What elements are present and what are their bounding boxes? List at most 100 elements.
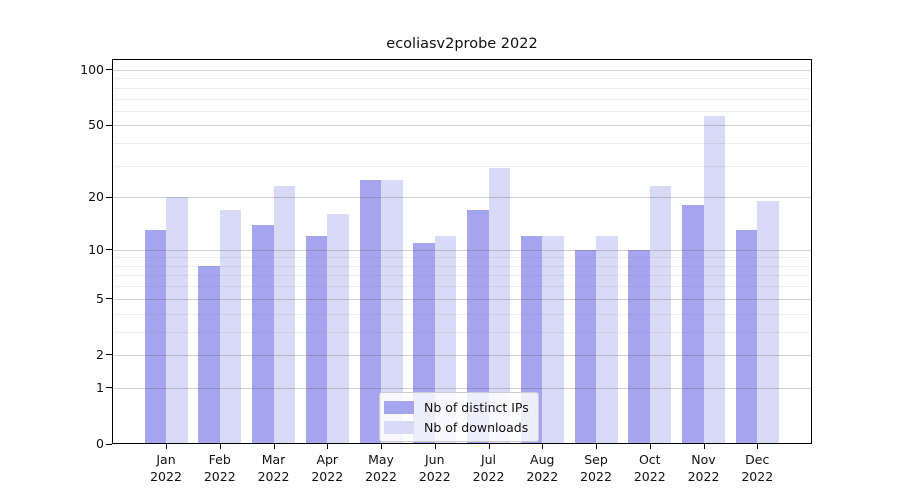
y-tick-label-20: 20 [88,189,104,205]
bar-downloads-mar [273,186,295,444]
x-tick-mark [757,444,759,449]
y-tick-mark [106,298,112,300]
x-tick-year: 2022 [418,469,451,484]
y-tick-label-10: 10 [88,241,104,257]
x-tick-month: Aug [530,452,555,467]
gridline-major-20 [112,197,812,199]
gridline-minor-80 [112,87,812,89]
x-tick-year: 2022 [526,469,559,484]
gridline-minor-9 [112,257,812,259]
x-tick-year: 2022 [365,469,397,484]
bar-downloads-sep [596,236,618,444]
bar-downloads-may [381,179,403,444]
x-tick-mark [596,444,597,449]
bar-ips-jul [467,209,489,444]
bar-downloads-apr [327,214,349,444]
chart-title: ecoliasv2probe 2022 [386,36,538,52]
gridline-minor-3 [112,331,812,333]
y-tick-mark [106,69,112,71]
gridline-minor-8 [112,265,812,267]
x-tick-mark [488,444,490,449]
x-tick-month: Jul [480,452,497,467]
legend-swatch-distinct-ips [384,400,414,414]
bar-downloads-jul [488,168,510,444]
y-tick-mark [106,354,112,356]
y-tick-label-50: 50 [88,117,104,133]
y-tick-mark [106,124,112,126]
x-tick-mark [434,444,436,449]
gridline-major-50 [112,125,812,127]
legend: Nb of distinct IPs Nb of downloads [379,392,539,442]
bar-downloads-jan [166,197,188,444]
x-tick-year: 2022 [203,469,236,484]
x-tick-month: Dec [745,452,770,467]
gridline-major-100 [112,69,812,71]
gridline-minor-70 [112,98,812,100]
legend-swatch-downloads [384,420,414,434]
bar-ips-oct [628,249,650,444]
x-tick-mark [542,444,544,449]
x-tick-year: 2022 [633,469,666,484]
x-tick-mark [703,444,705,449]
x-tick-month: Sep [584,452,608,467]
y-tick-label-100: 100 [80,61,104,77]
x-tick-label-mar: Mar 2022 [246,451,302,485]
y-tick-mark [106,249,112,251]
x-tick-month: Jun [424,452,445,467]
legend-label-downloads: Nb of downloads [424,419,529,435]
legend-label-distinct-ips: Nb of distinct IPs [424,399,529,415]
y-tick-mark [106,387,112,389]
y-tick-mark [106,196,112,198]
gridline-minor-90 [112,78,812,80]
plot-border [112,59,812,444]
gridline-minor-6 [112,286,812,288]
legend-item-downloads: Nb of downloads [384,417,529,437]
gridline-minor-30 [112,165,812,167]
bar-downloads-feb [219,209,242,444]
gridline-major-1 [112,387,812,389]
x-tick-month: May [368,452,394,467]
x-tick-month: Oct [638,452,661,467]
x-tick-label-nov: Nov 2022 [676,451,732,485]
gridline-minor-7 [112,275,812,277]
x-tick-year: 2022 [687,469,720,484]
x-tick-mark [273,444,275,449]
x-tick-label-jul: Jul 2022 [461,451,517,485]
bar-ips-dec [735,230,758,444]
bar-ips-jan [144,230,166,444]
bar-ips-may [359,179,381,444]
x-tick-year: 2022 [150,469,182,484]
bar-downloads-aug [542,236,564,444]
x-tick-mark [381,444,382,449]
x-tick-year: 2022 [257,469,290,484]
bar-downloads-oct [649,186,672,444]
x-tick-mark [219,444,221,449]
bar-ips-sep [574,249,596,444]
x-tick-year: 2022 [311,469,344,484]
gridline-minor-60 [112,110,812,112]
gridline-major-2 [112,354,812,356]
x-tick-label-aug: Aug 2022 [514,451,570,485]
x-tick-month: Mar [261,452,286,467]
gridline-minor-4 [112,313,812,315]
gridline-minor-40 [112,143,812,145]
y-tick-label-2: 2 [96,346,104,362]
gridline-major-10 [112,249,812,251]
x-tick-mark [166,444,167,449]
x-tick-label-may: May 2022 [353,451,409,485]
bar-downloads-nov [703,116,725,444]
bar-ips-apr [305,236,328,444]
y-tick-label-0: 0 [96,436,104,451]
bar-ips-feb [198,265,220,444]
x-tick-year: 2022 [741,469,774,484]
bar-ips-nov [682,205,704,444]
y-tick-label-1: 1 [96,379,104,395]
x-tick-label-feb: Feb 2022 [192,451,248,485]
x-tick-label-sep: Sep 2022 [568,451,624,485]
x-tick-mark [649,444,651,449]
y-tick-label-5: 5 [96,290,104,306]
x-tick-month: Nov [691,452,716,467]
x-tick-label-oct: Oct 2022 [622,451,678,485]
x-tick-month: Jan [156,452,176,467]
